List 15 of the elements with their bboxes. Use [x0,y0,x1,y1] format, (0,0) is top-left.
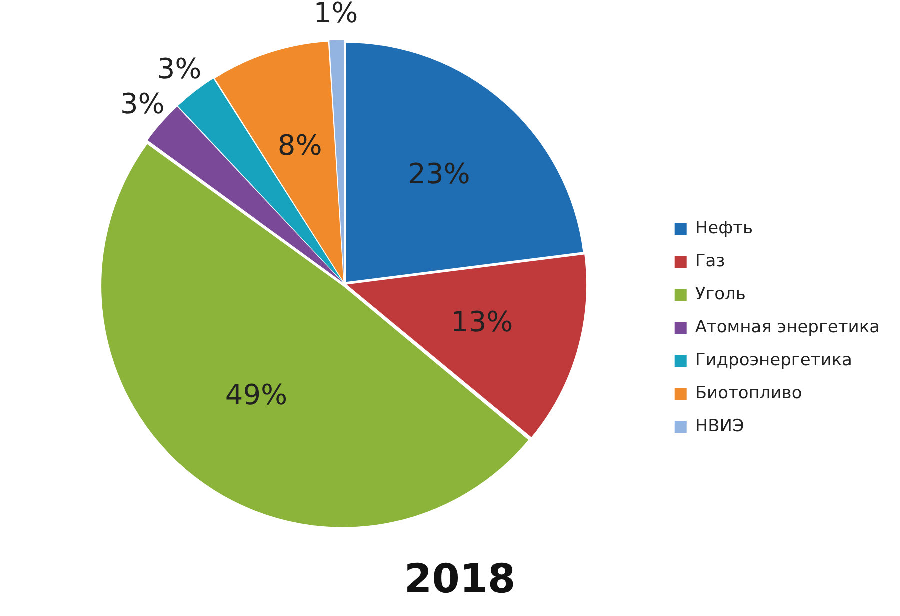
text: 2018 [404,556,516,602]
data-label: 1% [314,0,358,30]
data-label: 8% [278,128,322,162]
legend-label: Биотопливо [695,383,802,404]
data-label: 3% [120,87,165,120]
data-label: 3% [157,52,202,86]
data-label: 13% [451,305,514,338]
legend-label: НВИЭ [695,416,744,436]
legend-label: Газ [695,251,726,272]
legend-label: Атомная энергетика [695,317,880,338]
data-label: 23% [408,158,470,191]
legend-label: Уголь [695,284,746,304]
legend-label: Нефть [695,218,754,238]
data-label: 49% [225,378,288,412]
legend-label: Гидроэнергетика [695,350,852,370]
